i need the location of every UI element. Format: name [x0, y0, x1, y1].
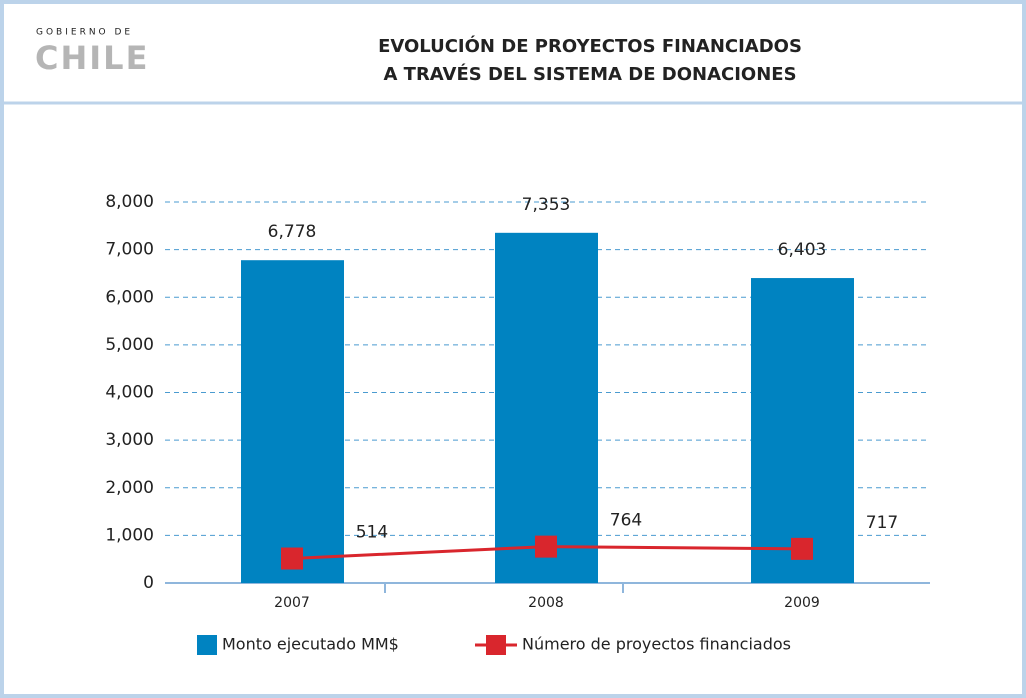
y-tick-label: 3,000 [105, 430, 154, 450]
y-tick-label: 4,000 [105, 383, 154, 403]
legend-swatch [486, 635, 506, 655]
line-marker [281, 547, 303, 570]
x-tick-label: 2008 [528, 595, 564, 611]
y-tick-label: 6,000 [105, 287, 154, 307]
line-marker [535, 535, 557, 558]
y-tick-label: 1,000 [105, 525, 154, 545]
bar-value-label: 6,403 [778, 240, 827, 260]
x-tick-label: 2007 [274, 595, 310, 611]
line-value-label: 514 [356, 523, 388, 543]
y-tick-label: 7,000 [105, 240, 154, 260]
legend-label: Número de proyectos financiados [522, 635, 791, 654]
legend-label: Monto ejecutado MM$ [222, 635, 399, 654]
y-tick-label: 8,000 [105, 192, 154, 212]
y-tick-label: 0 [143, 573, 154, 593]
y-tick-label: 5,000 [105, 335, 154, 355]
x-tick-label: 2009 [784, 595, 820, 611]
bar [241, 260, 344, 583]
bar [751, 278, 854, 583]
y-tick-label: 2,000 [105, 478, 154, 498]
bar-value-label: 6,778 [268, 222, 317, 242]
chart-title: EVOLUCIÓN DE PROYECTOS FINANCIADOS [378, 35, 802, 57]
logo-main: CHILE [35, 39, 149, 77]
legend-swatch [197, 635, 217, 655]
bar-value-label: 7,353 [522, 195, 571, 215]
line-value-label: 717 [866, 513, 898, 533]
logo-top: GOBIERNO DE [36, 28, 133, 38]
chart-title: A TRAVÉS DEL SISTEMA DE DONACIONES [383, 63, 796, 85]
bar [495, 232, 598, 584]
line-value-label: 764 [610, 511, 642, 531]
line-marker [791, 537, 813, 560]
